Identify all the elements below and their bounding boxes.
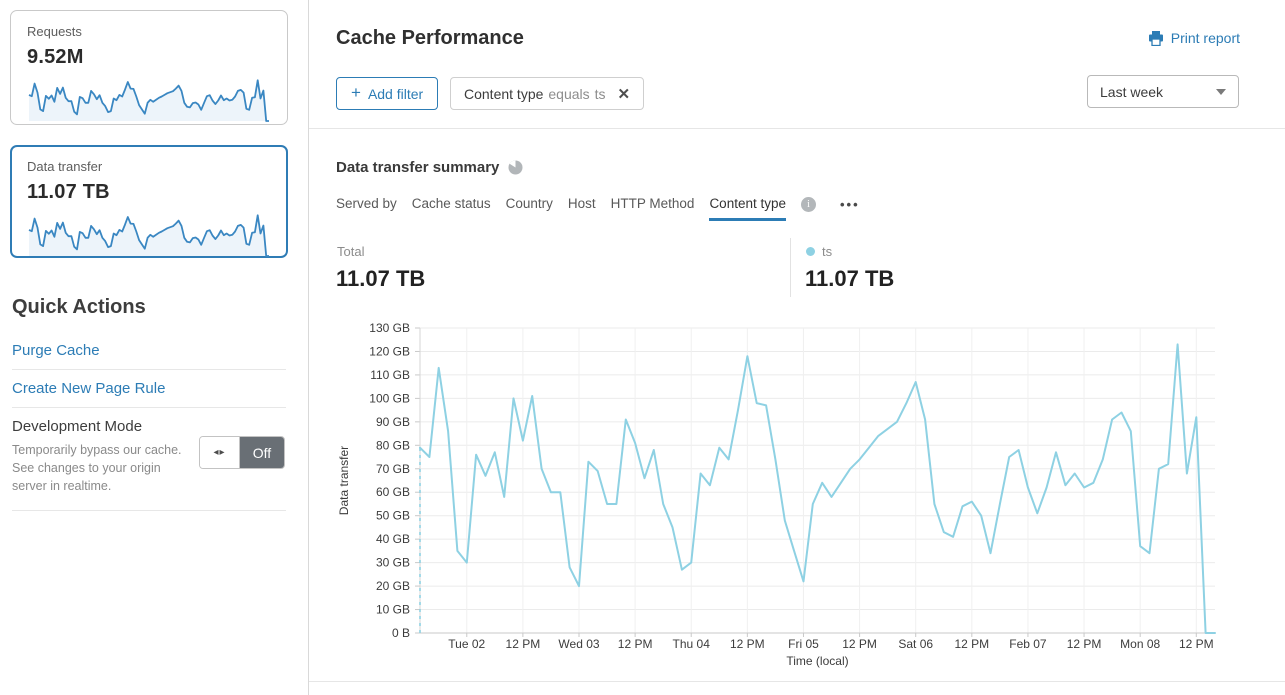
tab-country[interactable]: Country [505,196,553,211]
divider [12,369,286,370]
development-mode-description: Temporarily bypass our cache. See change… [12,443,182,493]
x-tick-label: Tue 02 [448,637,485,651]
y-tick-label: 70 GB [376,462,410,476]
requests-sparkline-chart [28,79,269,122]
sidebar-divider [308,0,309,695]
y-tick-label: 0 B [392,626,410,640]
tab-host[interactable]: Host [567,196,596,211]
divider [790,238,791,297]
summary-section-title: Data transfer summary [336,159,523,176]
y-tick-label: 80 GB [376,438,410,452]
printer-icon [1148,30,1163,46]
pie-chart-icon [508,160,523,175]
y-axis-title: Data transfer [337,446,351,515]
add-filter-button[interactable]: + Add filter [336,77,439,110]
sparkline-area [29,215,269,256]
print-report-label: Print report [1170,30,1240,46]
development-mode-label: Development Mode [12,418,143,435]
close-icon[interactable]: ✕ [617,85,631,103]
total-value: 11.07 TB [336,266,426,291]
legend-series-name: ts [822,244,833,259]
data-transfer-card-label: Data transfer [27,159,103,174]
summary-title-text: Data transfer summary [336,159,500,176]
divider [309,128,1285,129]
x-tick-label: 12 PM [842,637,877,651]
divider [12,510,286,511]
tab-http-method[interactable]: HTTP Method [610,196,695,211]
requests-card-value: 9.52M [27,46,84,68]
y-tick-label: 90 GB [376,415,410,429]
quick-actions-heading: Quick Actions [12,296,146,318]
x-tick-label: 12 PM [1179,637,1214,651]
legend-series-value: 11.07 TB [805,266,895,291]
legend-dot [806,247,815,256]
y-tick-label: 100 GB [369,391,410,405]
y-tick-label: 40 GB [376,532,410,546]
x-tick-label: 12 PM [954,637,989,651]
requests-card[interactable]: Requests 9.52M [10,10,288,125]
x-tick-label: Wed 03 [558,637,599,651]
tab-served-by[interactable]: Served by [336,196,397,211]
toggle-off-label: Off [240,437,284,468]
plus-icon: + [351,83,361,102]
data-transfer-card[interactable]: Data transfer 11.07 TB [10,145,288,258]
legend-item-ts[interactable]: ts [806,244,832,259]
x-tick-label: 12 PM [730,637,765,651]
ts-series-line[interactable] [419,343,1216,634]
y-tick-label: 10 GB [376,603,410,617]
divider [309,681,1285,682]
sparkline-line [28,214,269,257]
x-tick-label: Mon 08 [1120,637,1160,651]
summary-tabs: Served by Cache status Country Host HTTP Met… [336,196,860,221]
filter-field: Content type [464,85,544,102]
y-tick-label: 60 GB [376,485,410,499]
data-transfer-chart[interactable]: 0 B 10 GB 20 GB 30 GB 40 GB 50 GB 60 GB 70 GB 80… [330,313,1225,691]
filter-operator: equals [548,85,590,102]
y-tick-label: 120 GB [369,344,410,358]
x-tick-label: 12 PM [506,637,541,651]
requests-card-label: Requests [27,24,82,39]
x-tick-label: Sat 06 [898,637,933,651]
data-transfer-sparkline-chart [28,214,269,257]
sparkline-area [29,80,269,121]
divider [12,407,286,408]
y-tick-label: 50 GB [376,509,410,523]
time-range-select[interactable]: Last week [1087,75,1239,108]
total-label: Total [337,244,365,259]
x-tick-label: Fri 05 [788,637,819,651]
time-range-value: Last week [1100,83,1164,100]
page-title: Cache Performance [336,27,524,49]
tab-content-type[interactable]: Content type [709,196,786,221]
print-report-link[interactable]: Print report [1148,30,1240,46]
filter-value: ts [594,85,606,102]
y-tick-label: 110 GB [370,368,410,382]
y-tick-label: 20 GB [376,579,410,593]
x-axis-title: Time (local) [786,654,848,668]
sparkline-line [28,79,269,122]
x-tick-label: 12 PM [1067,637,1102,651]
chevron-down-icon [1216,88,1226,95]
more-options-icon[interactable]: ••• [840,197,860,212]
tab-cache-status[interactable]: Cache status [411,196,491,211]
create-page-rule-link[interactable]: Create New Page Rule [12,380,166,397]
filter-chip[interactable]: Content type equals ts ✕ [450,77,645,110]
purge-cache-link[interactable]: Purge Cache [12,342,100,359]
info-icon[interactable]: i [801,197,816,212]
development-mode-toggle[interactable]: ◂▸ Off [199,436,285,469]
x-tick-label: Thu 04 [673,637,711,651]
data-transfer-card-value: 11.07 TB [27,181,110,203]
add-filter-label: Add filter [367,85,424,102]
left-right-arrows-icon: ◂▸ [200,437,240,468]
y-tick-label: 130 GB [369,321,410,335]
y-tick-label: 30 GB [376,556,410,570]
x-tick-label: Feb 07 [1009,637,1047,651]
x-tick-label: 12 PM [618,637,653,651]
